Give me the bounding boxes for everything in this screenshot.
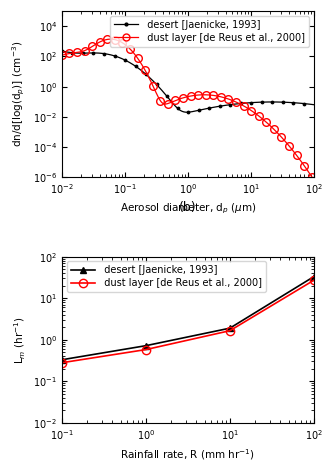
Y-axis label: L$_m$ (hr$^{-1}$): L$_m$ (hr$^{-1}$) [12, 316, 28, 364]
Legend:   desert [Jaenicke, 1993],   dust layer [de Reus et al., 2000]: desert [Jaenicke, 1993], dust layer [de … [67, 262, 266, 292]
Y-axis label: dn/d[log(d$_p$)] (cm$^{-3}$): dn/d[log(d$_p$)] (cm$^{-3}$) [11, 41, 27, 148]
X-axis label: Aerosol diameter, d$_p$ ($\mu$m): Aerosol diameter, d$_p$ ($\mu$m) [120, 201, 256, 216]
Legend:   desert [Jaenicke, 1993],   dust layer [de Reus et al., 2000]: desert [Jaenicke, 1993], dust layer [de … [110, 16, 309, 47]
Text: (b): (b) [179, 201, 197, 214]
X-axis label: Rainfall rate, R (mm hr$^{-1}$): Rainfall rate, R (mm hr$^{-1}$) [121, 447, 255, 462]
